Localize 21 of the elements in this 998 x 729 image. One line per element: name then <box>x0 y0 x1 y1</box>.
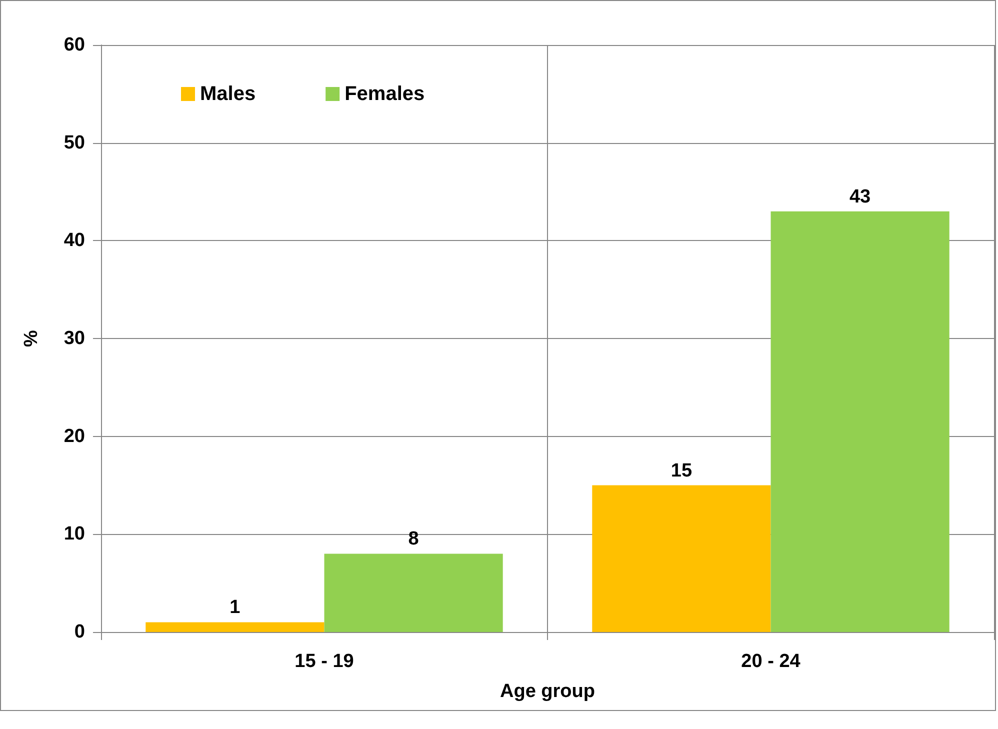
bar <box>146 622 324 632</box>
bar <box>770 211 950 632</box>
y-tick-label: 60 <box>64 34 85 56</box>
y-tick-label: 40 <box>64 230 85 252</box>
y-tick-label: 10 <box>64 524 85 545</box>
data-label: 8 <box>408 528 419 550</box>
x-axis-title: Age group <box>500 681 595 702</box>
legend-label: Females <box>344 83 425 105</box>
data-label: 1 <box>230 597 241 618</box>
x-tick-label: 15 - 19 <box>294 651 354 672</box>
y-axis-title: % <box>21 330 42 347</box>
legend-label: Males <box>200 83 256 105</box>
data-label: 43 <box>849 186 871 208</box>
y-tick-label: 20 <box>64 426 85 447</box>
y-tick-label: 30 <box>64 328 85 349</box>
y-tick-label: 50 <box>64 132 85 154</box>
bar <box>324 554 503 632</box>
x-tick-label: 20 - 24 <box>741 651 801 672</box>
bar <box>592 485 771 632</box>
data-label: 15 <box>670 460 692 482</box>
y-tick-label: 0 <box>74 622 85 642</box>
